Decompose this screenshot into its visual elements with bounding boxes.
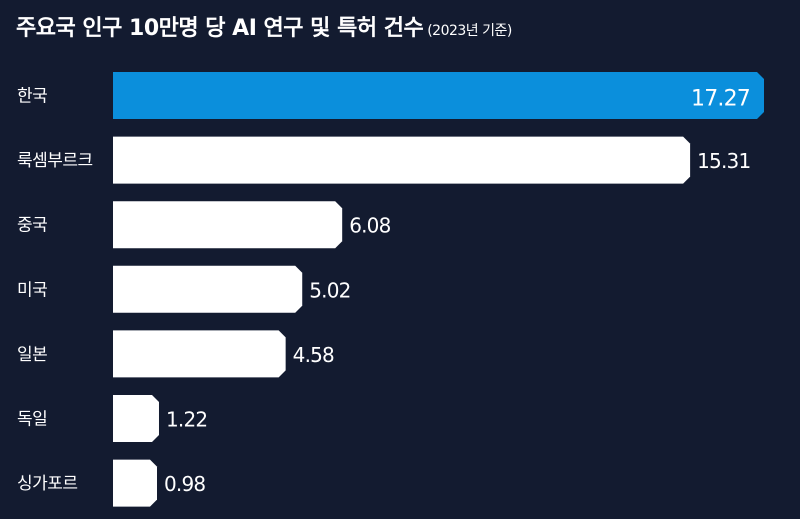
value-label: 15.31 [697,149,750,173]
category-label: 미국 [17,280,47,300]
category-label: 한국 [17,87,47,107]
chart-title-block: 주요국 인구 10만명 당 AI 연구 및 특허 건수 (2023년 기준) [16,10,512,42]
bar [113,330,286,378]
bar [113,136,691,184]
value-label: 1.22 [166,408,207,432]
chart-subtitle: (2023년 기준) [427,23,512,39]
category-label: 싱가포르 [17,474,78,494]
value-label: 5.02 [309,278,350,302]
category-label: 독일 [17,410,47,430]
value-label: 6.08 [349,214,390,238]
bar [113,395,159,442]
value-label: 17.27 [691,87,750,112]
chart-title: 주요국 인구 10만명 당 AI 연구 및 특허 건수 [16,16,424,41]
value-label: 0.98 [164,472,205,496]
value-label: 4.58 [293,343,334,367]
bar [113,459,157,507]
bar [113,265,303,313]
category-label: 일본 [17,345,47,365]
bar-highlighted [113,72,764,119]
category-label: 룩셈부르크 [17,151,93,171]
bar [113,201,343,249]
category-label: 중국 [17,216,47,236]
